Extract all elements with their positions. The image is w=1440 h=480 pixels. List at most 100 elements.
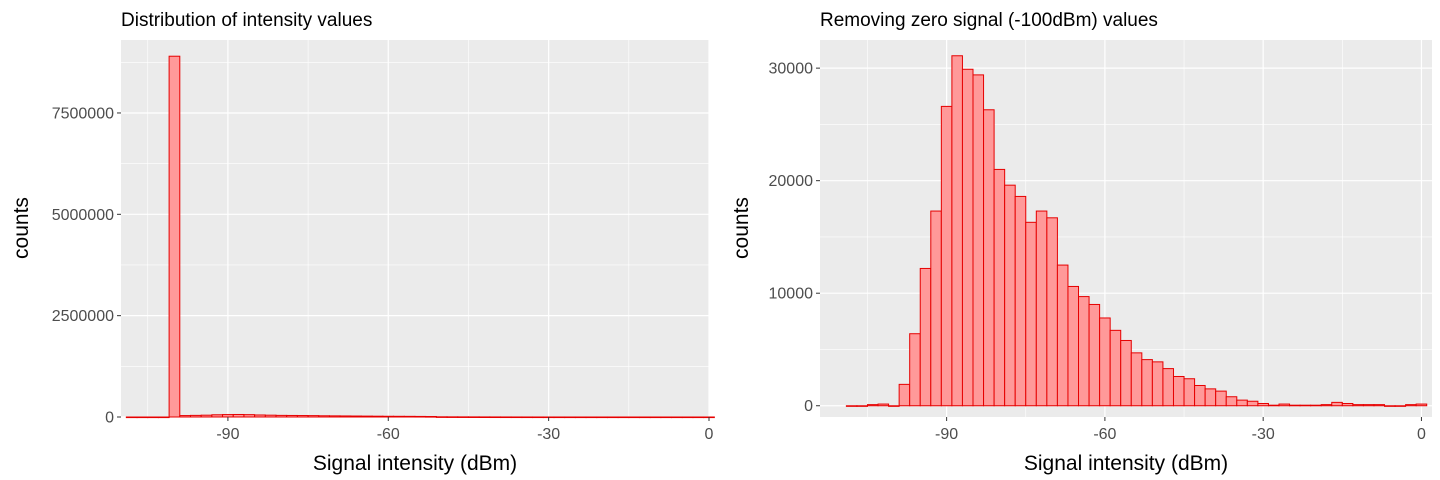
histogram-bar (898, 383, 911, 407)
histogram-bar (222, 414, 234, 418)
histogram-bar (845, 405, 858, 407)
x-tick-label: 0 (705, 426, 714, 443)
histogram-bar (1172, 375, 1185, 407)
histogram-bar (1362, 404, 1375, 407)
left-chart-title: Distribution of intensity values (121, 10, 372, 31)
histogram-bar (189, 414, 202, 418)
left-x-axis: -90 -60 -30 0 (216, 417, 714, 443)
histogram-bar (393, 415, 405, 418)
histogram-bar (856, 405, 868, 407)
histogram-bar (1046, 217, 1058, 407)
histogram-bar (532, 416, 544, 419)
y-tick-label: 0 (804, 398, 813, 415)
histogram-bar (649, 416, 662, 419)
histogram-bar (179, 415, 191, 418)
histogram-bar (1025, 221, 1037, 407)
histogram-bar (1120, 339, 1132, 407)
histogram-bar (1289, 404, 1301, 407)
histogram-bar (888, 405, 900, 407)
y-tick-label: 5000000 (52, 207, 114, 224)
histogram-bar (1004, 184, 1016, 407)
histogram-bar (168, 55, 181, 418)
histogram-bar (1310, 404, 1322, 407)
histogram-bar (993, 168, 1006, 407)
histogram-bar (446, 416, 459, 418)
histogram-bar (339, 415, 352, 418)
histogram-bar (553, 416, 566, 419)
histogram-bar (147, 416, 159, 419)
left-plot-panel (121, 40, 709, 417)
histogram-bar (328, 415, 341, 418)
histogram-bar (877, 403, 890, 407)
x-tick-label: -60 (1093, 426, 1116, 443)
right-x-axis: -90 -60 -30 0 (935, 417, 1426, 443)
histogram-bar (866, 404, 879, 407)
histogram-bar (1088, 303, 1101, 407)
histogram-bar (1278, 403, 1291, 407)
histogram-bar (232, 413, 245, 418)
histogram-bar (457, 416, 469, 418)
histogram-bar (425, 416, 437, 418)
histogram-bar (1204, 388, 1217, 407)
histogram-bar (414, 415, 427, 418)
histogram-bar (1215, 390, 1227, 407)
histogram-bar (521, 416, 534, 419)
histogram-bar (467, 416, 480, 418)
left-chart: Distribution of intensity values 0 250000… (10, 10, 715, 475)
histogram-bar (606, 416, 619, 419)
left-bars (125, 55, 715, 419)
histogram-bar (1384, 405, 1396, 407)
histogram-bar (157, 416, 170, 419)
histogram-bar (478, 416, 491, 418)
right-bars (845, 55, 1428, 407)
histogram-bar (1162, 368, 1174, 407)
histogram-bar (1056, 264, 1069, 407)
histogram-bar (307, 415, 320, 418)
histogram-bar (1099, 317, 1111, 407)
histogram-bar (628, 416, 641, 419)
histogram-bar (243, 414, 256, 418)
histogram-bar (1341, 402, 1354, 407)
histogram-bar (1415, 403, 1428, 407)
x-tick-label: -30 (537, 426, 560, 443)
x-tick-label: -90 (216, 426, 239, 443)
histogram-bar (489, 416, 502, 419)
histogram-bar (1236, 399, 1248, 407)
x-tick-label: -60 (377, 426, 400, 443)
histogram-bar (318, 415, 330, 418)
histogram-bar (692, 416, 705, 419)
y-tick-label: 30000 (769, 61, 814, 78)
histogram-bar (940, 105, 953, 407)
y-tick-label: 7500000 (52, 105, 114, 122)
histogram-bar (403, 415, 416, 418)
histogram-bar (125, 416, 138, 419)
histogram-bar (211, 414, 224, 418)
histogram-bar (951, 55, 963, 407)
histogram-bar (1194, 384, 1206, 407)
histogram-bar (275, 414, 288, 418)
histogram-bar (136, 416, 149, 419)
histogram-bar (286, 414, 298, 418)
histogram-bar (1225, 396, 1238, 407)
x-tick-label: 0 (1417, 426, 1426, 443)
left-y-axis: 0 2500000 5000000 7500000 (52, 105, 121, 427)
right-y-axis: 0 10000 20000 30000 (769, 61, 820, 415)
histogram-bar (585, 416, 598, 419)
histogram-bar (564, 416, 576, 419)
histogram-bar (983, 109, 995, 407)
histogram-bar (919, 267, 932, 407)
histogram-bar (254, 414, 266, 418)
histogram-bar (1331, 401, 1343, 407)
histogram-bar (382, 415, 395, 418)
right-x-axis-label: Signal intensity (dBm) (1024, 452, 1228, 475)
histogram-bar (350, 415, 363, 418)
histogram-bar (361, 415, 373, 418)
histogram-bar (371, 415, 384, 418)
histogram-bar (617, 416, 630, 419)
histogram-bar (1352, 404, 1364, 407)
histogram-bar (510, 416, 523, 419)
histogram-bar (596, 416, 608, 419)
histogram-bar (1320, 404, 1333, 407)
histogram-bar (1405, 404, 1417, 407)
histogram-bar (930, 210, 942, 407)
